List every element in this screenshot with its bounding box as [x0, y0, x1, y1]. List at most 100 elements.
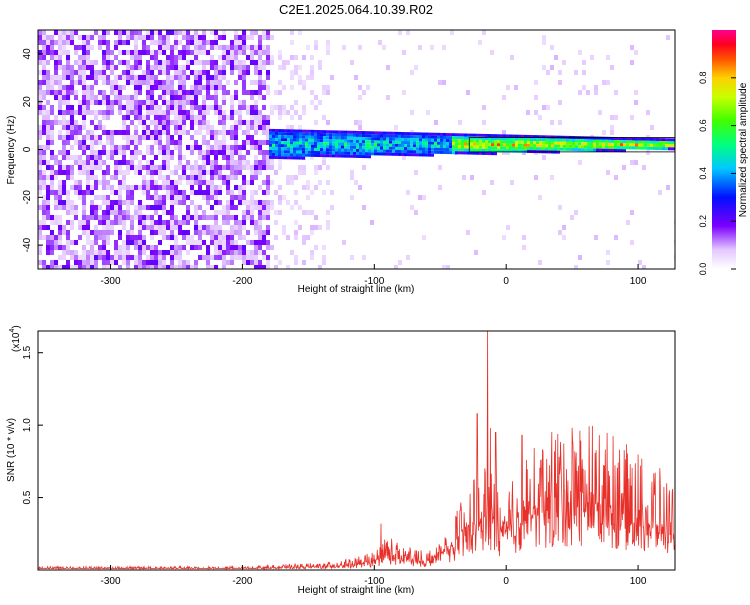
- heatmap-cell: [42, 200, 46, 205]
- heatmap-cell: [194, 60, 198, 65]
- heatmap-band-cell: [431, 138, 434, 142]
- heatmap-cell: [302, 240, 306, 245]
- heatmap-cell: [270, 55, 274, 60]
- heatmap-cell: [126, 145, 130, 150]
- heatmap-cell: [218, 235, 222, 240]
- heatmap-cell: [150, 30, 154, 35]
- heatmap-cell: [158, 165, 162, 170]
- heatmap-band-cell: [614, 137, 617, 141]
- heatmap-cell: [38, 225, 42, 230]
- heatmap-cell: [154, 185, 158, 190]
- heatmap-cell: [78, 165, 82, 170]
- heatmap-cell: [246, 165, 250, 170]
- heatmap-cell: [158, 60, 162, 65]
- heatmap-cell: [262, 235, 266, 240]
- heatmap-cell: [106, 100, 110, 105]
- heatmap-band-cell: [287, 132, 290, 136]
- heatmap-cell: [106, 50, 110, 55]
- heatmap-cell: [254, 255, 258, 260]
- heatmap-cell: [150, 205, 154, 210]
- heatmap-band-cell: [389, 143, 392, 147]
- heatmap-band-cell: [305, 147, 308, 151]
- heatmap-band-cell: [356, 133, 359, 137]
- heatmap-band-cell: [305, 144, 308, 148]
- heatmap-cell: [218, 85, 222, 90]
- heatmap-cell: [94, 140, 98, 145]
- heatmap-band-cell: [452, 139, 455, 143]
- heatmap-cell: [62, 75, 66, 80]
- heatmap-cell: [138, 100, 142, 105]
- heatmap-cell: [182, 95, 186, 100]
- heatmap-cell: [146, 180, 150, 185]
- heatmap-cell: [230, 100, 234, 105]
- heatmap-band-cell: [527, 137, 530, 141]
- heatmap-cell: [222, 260, 226, 265]
- heatmap-cell: [262, 45, 266, 50]
- heatmap-cell: [202, 135, 206, 140]
- heatmap-band-cell: [533, 135, 536, 139]
- heatmap-cell: [318, 65, 322, 70]
- heatmap-band-cell: [410, 153, 413, 157]
- heatmap-band-cell: [608, 139, 611, 143]
- heatmap-cell: [242, 180, 246, 185]
- heatmap-band-cell: [344, 154, 347, 158]
- heatmap-cell: [178, 195, 182, 200]
- heatmap-cell: [442, 45, 446, 50]
- heatmap-cell: [46, 200, 50, 205]
- heatmap-band-cell: [326, 133, 329, 137]
- chart-title: C2E1.2025.064.10.39.R02: [279, 2, 433, 17]
- heatmap-cell: [182, 220, 186, 225]
- heatmap-cell: [410, 205, 414, 210]
- heatmap-band-cell: [650, 146, 653, 150]
- heatmap-band-cell: [542, 144, 545, 148]
- heatmap-cell: [150, 160, 154, 165]
- heatmap-cell: [258, 210, 262, 215]
- heatmap-band-cell: [602, 148, 605, 152]
- heatmap-band-cell: [650, 140, 653, 144]
- heatmap-band-cell: [413, 147, 416, 151]
- heatmap-cell: [206, 130, 210, 135]
- heatmap-cell: [182, 170, 186, 175]
- heatmap-cell: [74, 60, 78, 65]
- heatmap-cell: [222, 245, 226, 250]
- heatmap-x-ticks: -300 -200 -100 0 100: [101, 264, 647, 287]
- heatmap-band-cell: [278, 129, 281, 133]
- heatmap-band-cell: [401, 134, 404, 138]
- heatmap-cell: [90, 240, 94, 245]
- heatmap-cell: [70, 80, 74, 85]
- heatmap-cell: [178, 255, 182, 260]
- heatmap-cell: [214, 215, 218, 220]
- heatmap-cell: [42, 130, 46, 135]
- heatmap-band-cell: [296, 132, 299, 136]
- heatmap-band-cell: [503, 140, 506, 144]
- heatmap-cell: [138, 135, 142, 140]
- heatmap-band-cell: [380, 143, 383, 147]
- heatmap-cell: [118, 30, 122, 35]
- heatmap-band-cell: [302, 138, 305, 142]
- heatmap-cell: [126, 200, 130, 205]
- heatmap-cell: [142, 75, 146, 80]
- heatmap-cell: [50, 85, 54, 90]
- heatmap-cell: [138, 60, 142, 65]
- heatmap-cell: [242, 155, 246, 160]
- heatmap-band-cell: [455, 142, 458, 146]
- heatmap-cell: [58, 215, 62, 220]
- heatmap-cell: [246, 55, 250, 60]
- heatmap-cell: [138, 170, 142, 175]
- heatmap-cell: [154, 30, 158, 35]
- heatmap-cell: [522, 235, 526, 240]
- heatmap-cell: [258, 220, 262, 225]
- heatmap-cell: [170, 45, 174, 50]
- heatmap-cell: [186, 50, 190, 55]
- heatmap-band-cell: [422, 153, 425, 157]
- heatmap-cell: [214, 30, 218, 35]
- heatmap-cell: [166, 60, 170, 65]
- heatmap-cell: [78, 130, 82, 135]
- heatmap-band-cell: [506, 149, 509, 153]
- heatmap-cell: [158, 115, 162, 120]
- heatmap-cell: [138, 30, 142, 35]
- heatmap-cell: [306, 235, 310, 240]
- heatmap-cell: [226, 220, 230, 225]
- heatmap-cell: [230, 200, 234, 205]
- heatmap-cell: [242, 260, 246, 265]
